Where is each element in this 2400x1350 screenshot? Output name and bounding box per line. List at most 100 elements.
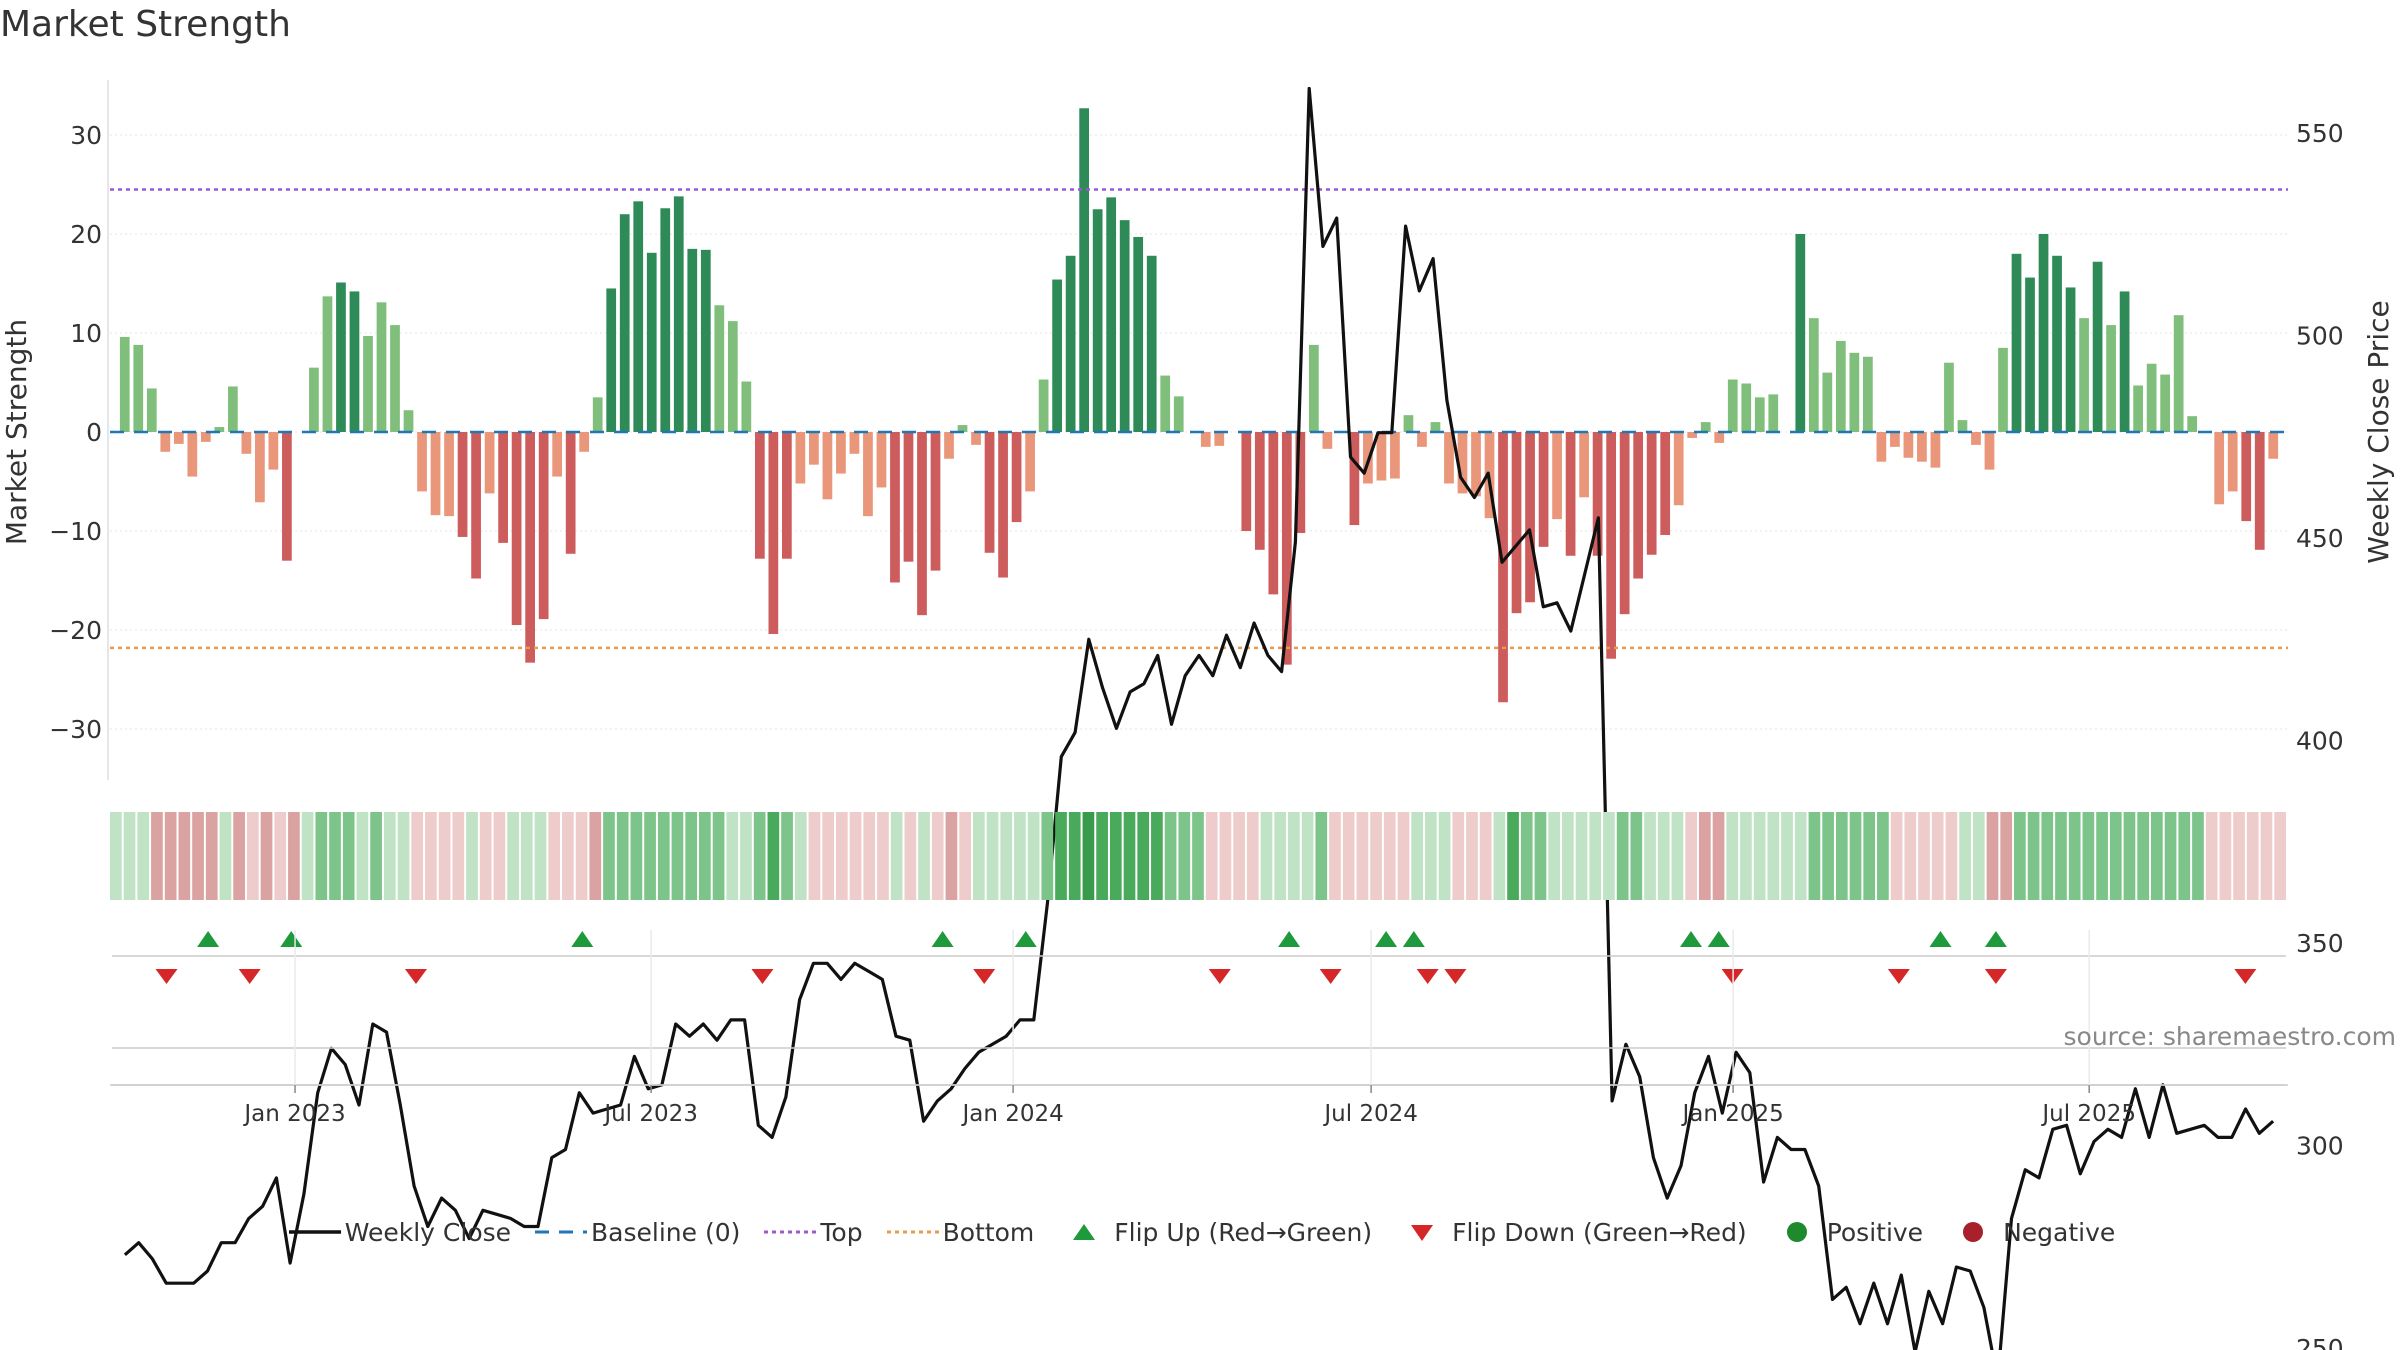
strength-bar: [1011, 432, 1022, 523]
ribbon-cell: [2082, 812, 2095, 900]
strength-bar: [2119, 291, 2130, 432]
y-right-tick-label: 550: [2296, 119, 2344, 148]
strength-bar: [2092, 261, 2103, 432]
ribbon-cell: [2178, 812, 2191, 900]
strength-bar: [1457, 432, 1468, 494]
strength-bar: [403, 410, 414, 432]
strength-bar: [984, 432, 995, 553]
ribbon-cell: [1164, 812, 1177, 900]
strength-bar: [2038, 234, 2049, 432]
strength-bar: [525, 432, 535, 663]
ribbon-cell: [603, 812, 615, 900]
ribbon-cell: [274, 812, 287, 900]
strength-bar: [2052, 255, 2062, 432]
strength-bar: [1619, 432, 1630, 615]
ribbon-cell: [205, 812, 218, 900]
strength-bar: [741, 381, 752, 432]
strength-bar: [1917, 432, 1927, 462]
strength-bar: [1768, 394, 1779, 432]
ribbon-cell: [699, 812, 711, 900]
ribbon-cell: [1205, 812, 1218, 900]
ribbon-cell: [890, 812, 903, 900]
y-left-tick-label: −30: [49, 715, 102, 744]
ribbon-cell: [1356, 812, 1369, 900]
strength-bar: [1714, 432, 1725, 443]
ribbon-cell: [1657, 812, 1670, 900]
strength-bar: [1146, 255, 1157, 432]
ribbon-cell: [1863, 812, 1876, 900]
ribbon-cell: [1466, 812, 1478, 900]
ribbon-cell: [1877, 812, 1889, 900]
strength-bar: [1795, 234, 1806, 432]
legend-label: Flip Down (Green→Red): [1452, 1217, 1747, 1247]
ribbon-cell: [1151, 812, 1163, 900]
ribbon-cell: [1123, 812, 1136, 900]
ribbon-cell: [2027, 812, 2040, 900]
ribbon-cell: [808, 812, 821, 900]
strength-bar: [2065, 287, 2076, 432]
ribbon-cell: [685, 812, 698, 900]
y-left-tick-label: 30: [70, 121, 102, 150]
strength-bar: [822, 432, 833, 500]
strength-bar: [1579, 432, 1589, 498]
flip-down-marker: [2234, 969, 2257, 984]
strength-bar: [1511, 432, 1522, 614]
strength-bar: [2254, 432, 2265, 550]
flip-up-marker: [1984, 931, 2007, 947]
ribbon-cell: [1288, 812, 1300, 900]
ribbon-cell: [548, 812, 561, 900]
ribbon-cell: [1014, 812, 1026, 900]
strength-bar: [782, 432, 792, 559]
strength-bar: [2241, 432, 2252, 522]
strength-bar: [1322, 432, 1333, 449]
ribbon-cell: [1835, 812, 1848, 900]
ribbon-cell: [1575, 812, 1588, 900]
strength-bar: [160, 432, 171, 452]
ribbon-cell: [986, 812, 999, 900]
strength-bar: [619, 214, 630, 432]
flip-down-marker: [1444, 969, 1467, 984]
ribbon-cell: [1178, 812, 1191, 900]
ribbon-cell: [493, 812, 506, 900]
ribbon-cell: [1329, 812, 1341, 900]
strength-bar: [1890, 432, 1900, 447]
legend-item: Top: [760, 1217, 863, 1247]
ribbon-cell: [1685, 812, 1697, 900]
legend-item: Bottom: [883, 1217, 1034, 1247]
ribbon-cell: [1726, 812, 1739, 900]
ribbon-cell: [849, 812, 862, 900]
strength-bar: [1565, 432, 1576, 556]
ribbon-cell: [1397, 812, 1410, 900]
strength-bar: [2106, 325, 2116, 432]
ribbon-cell: [1931, 812, 1944, 900]
strength-bar: [1984, 432, 1995, 470]
strength-bar: [1308, 344, 1319, 432]
y-right-axis-label: Weekly Close Price: [2362, 300, 2395, 563]
strength-bar: [998, 432, 1008, 578]
strength-bar: [2025, 277, 2035, 432]
legend-label: Baseline (0): [591, 1217, 741, 1247]
strength-bar: [498, 432, 508, 543]
strength-bar: [1281, 432, 1292, 665]
axes: 30 20 10 0 −10 −20 −30 550 500 450 400 350 300 250 Mar…: [0, 80, 2395, 1350]
ribbon-cell: [2151, 812, 2163, 900]
ribbon-cell: [466, 812, 478, 900]
strength-bar: [592, 397, 603, 432]
ribbon-cell: [2000, 812, 2013, 900]
ribbon-cell: [233, 812, 245, 900]
legend-label: Positive: [1826, 1217, 1924, 1247]
flip-up-marker: [1278, 931, 1301, 947]
ribbon-cell: [438, 812, 451, 900]
strength-bar: [1498, 432, 1508, 703]
ribbon-cell: [1740, 812, 1752, 900]
strength-bar: [1700, 422, 1711, 432]
ribbon-cell: [520, 812, 533, 900]
ribbon-cell: [1383, 812, 1396, 900]
strength-bar: [336, 282, 346, 432]
x-tick-label: Jul 2023: [602, 1101, 698, 1127]
strength-bar: [552, 432, 563, 477]
ribbon-cell: [794, 812, 807, 900]
flip-down-marker: [1416, 969, 1439, 984]
legend-item: Flip Down (Green→Red): [1392, 1217, 1747, 1247]
